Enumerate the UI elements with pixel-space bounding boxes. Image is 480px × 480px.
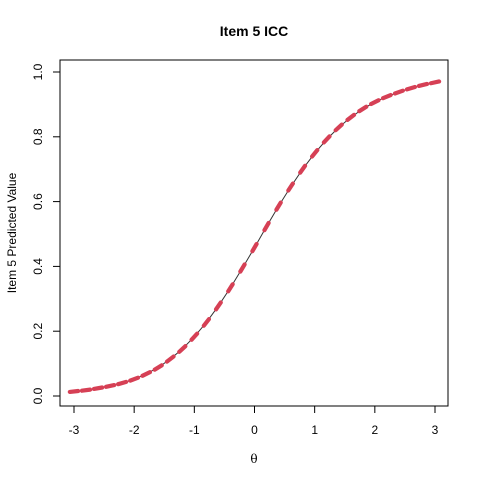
data-point xyxy=(274,200,283,212)
data-point xyxy=(309,147,320,159)
y-tick-label: 0.2 xyxy=(31,323,45,340)
y-tick-label: 1.0 xyxy=(31,63,45,80)
data-point xyxy=(177,344,188,354)
data-point xyxy=(91,385,105,392)
data-point xyxy=(380,92,393,101)
y-axis-label: Item 5 Predicted Value xyxy=(5,172,19,293)
data-point xyxy=(140,370,153,378)
data-point xyxy=(345,112,357,123)
chart-title: Item 5 ICC xyxy=(220,23,288,39)
data-point xyxy=(286,181,295,193)
plot-frame xyxy=(59,59,449,407)
x-tick-label: 0 xyxy=(251,423,258,437)
data-point xyxy=(189,331,200,342)
data-point xyxy=(226,282,235,294)
data-point xyxy=(164,354,176,364)
data-point xyxy=(262,220,271,233)
data-point xyxy=(238,262,247,274)
data-point xyxy=(298,163,308,175)
data-point xyxy=(428,79,442,86)
data-point xyxy=(201,317,212,328)
data-point xyxy=(250,241,259,254)
x-axis-label: θ xyxy=(250,452,257,466)
y-tick-label: 0.6 xyxy=(31,193,45,210)
icc-curve-line xyxy=(73,81,436,392)
data-point xyxy=(321,134,332,145)
x-tick-label: 3 xyxy=(432,423,439,437)
x-tick-label: 1 xyxy=(311,423,318,437)
x-tick-label: -2 xyxy=(129,423,140,437)
data-point xyxy=(128,375,141,383)
data-point xyxy=(79,387,93,393)
x-tick-label: 2 xyxy=(371,423,378,437)
y-tick-label: 0.4 xyxy=(31,258,45,275)
x-tick-label: -1 xyxy=(189,423,200,437)
y-axis: 0.0 0.2 0.4 0.6 0.8 1.0 xyxy=(31,63,61,404)
x-axis: -3 -2 -1 0 1 2 3 xyxy=(69,405,439,437)
data-point xyxy=(392,88,405,96)
data-point xyxy=(213,300,223,312)
data-point xyxy=(333,122,344,133)
data-point xyxy=(404,84,418,92)
series-layer xyxy=(67,79,442,395)
data-point xyxy=(115,379,129,387)
y-tick-label: 0.8 xyxy=(31,128,45,145)
data-point xyxy=(416,81,430,89)
data-point xyxy=(67,388,81,395)
data-point xyxy=(152,363,164,372)
y-tick-label: 0.0 xyxy=(31,387,45,404)
data-point xyxy=(357,104,369,114)
data-point xyxy=(103,382,117,389)
x-tick-label: -3 xyxy=(69,423,80,437)
data-point xyxy=(368,98,381,107)
